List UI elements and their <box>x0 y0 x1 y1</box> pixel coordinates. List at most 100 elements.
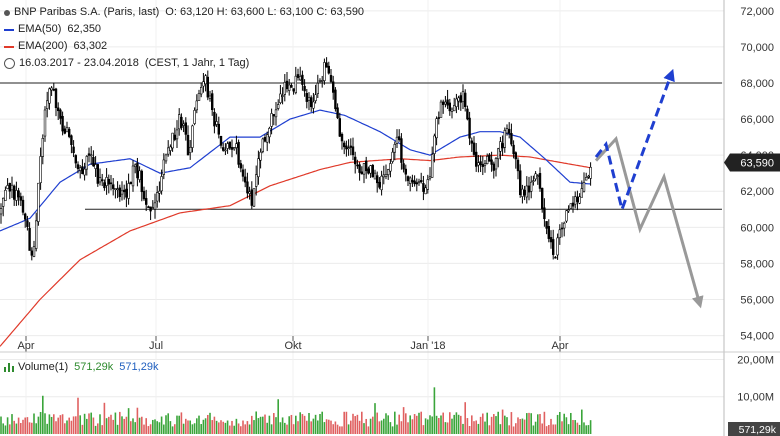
volume-bar <box>365 418 367 434</box>
candle-body <box>138 170 141 180</box>
volume-bar <box>288 416 290 434</box>
volume-bar <box>317 420 319 434</box>
candle-body <box>268 128 271 138</box>
candle-body <box>17 190 20 198</box>
candle-body <box>334 89 337 110</box>
candle-body <box>68 128 71 137</box>
volume-bar <box>539 413 541 434</box>
candle-body <box>230 147 234 150</box>
volume-bar <box>61 414 64 434</box>
volume-bar <box>497 411 499 434</box>
volume-bar <box>306 420 308 434</box>
candle-body <box>589 166 592 179</box>
volume-bar <box>466 418 469 434</box>
candle-body <box>562 222 566 229</box>
volume-bar <box>284 422 286 434</box>
candle-body <box>217 123 220 135</box>
x-tick-label: Apr <box>17 340 34 352</box>
y-tick-label: 66,000 <box>740 114 774 126</box>
candle-body <box>41 138 45 157</box>
candle-body <box>573 196 577 205</box>
candle-body <box>327 65 330 74</box>
volume-bar <box>103 402 106 434</box>
candle-body <box>314 94 317 102</box>
volume-bar <box>389 422 392 434</box>
volume-bar <box>433 387 436 434</box>
volume-bar <box>354 416 356 434</box>
volume-bar <box>178 415 180 434</box>
volume-bar <box>158 422 161 434</box>
y-tick-label: 72,000 <box>740 6 774 18</box>
candle-body <box>351 146 355 156</box>
candle-body <box>213 111 216 127</box>
volume-bar <box>523 419 526 434</box>
volume-bar <box>321 411 323 434</box>
candle-body <box>331 81 335 93</box>
volume-bar <box>94 425 97 434</box>
candle-body <box>197 93 201 101</box>
candle-body <box>10 184 14 191</box>
candle-body <box>415 182 418 185</box>
candle-body <box>479 161 482 166</box>
candle-body <box>455 98 458 107</box>
candle-body <box>336 107 339 119</box>
horizontal-levels <box>0 82 722 210</box>
volume-bar <box>589 420 592 434</box>
candle-icon <box>4 9 10 16</box>
candle-body <box>545 221 548 229</box>
volume-bar <box>171 426 174 434</box>
volume-bar <box>222 421 224 434</box>
candle-body <box>389 163 392 172</box>
candle-body <box>516 159 520 172</box>
volume-bar <box>121 416 123 434</box>
candle-body <box>270 113 273 127</box>
volume-bar <box>44 413 46 434</box>
volume-bar <box>367 426 370 434</box>
candle-body <box>287 84 291 91</box>
volume-bar <box>292 424 295 434</box>
candle-body <box>358 164 361 173</box>
candle-body <box>441 101 445 105</box>
candle-body <box>74 155 78 164</box>
volume-bar <box>486 412 488 434</box>
projection-arrows <box>594 68 704 309</box>
candle-body <box>565 210 568 222</box>
volume-bar <box>191 424 194 434</box>
volume-bar <box>130 421 132 434</box>
volume-bar <box>435 415 438 434</box>
candle-body <box>189 146 192 153</box>
candle-body <box>490 159 493 165</box>
candle-body <box>301 74 304 85</box>
candle-body <box>233 147 236 150</box>
volume-bar <box>510 412 513 434</box>
candle-body <box>364 160 368 172</box>
ema50-swatch <box>4 28 14 31</box>
candle-body <box>8 183 11 192</box>
volume-bar <box>413 414 416 434</box>
volume-bar <box>521 418 524 434</box>
candle-body <box>329 75 333 82</box>
volume-bar <box>449 412 451 434</box>
candle-body <box>312 101 315 109</box>
volume-bar <box>116 424 119 434</box>
volume-bar <box>193 423 196 434</box>
candle-body <box>261 138 264 152</box>
candle-body <box>279 93 282 103</box>
candle-body <box>450 108 454 112</box>
candle-body <box>175 129 179 140</box>
volume-bar <box>330 420 332 434</box>
volume-bar <box>581 409 583 434</box>
volume-bar <box>90 412 92 434</box>
candle-body <box>193 110 196 124</box>
candle-body <box>136 162 139 179</box>
volume-bar <box>6 417 9 434</box>
volume-bar <box>46 423 48 434</box>
candle-body <box>338 118 341 137</box>
volume-bar <box>477 423 480 434</box>
volume-bar <box>508 425 510 434</box>
candle-body <box>76 164 80 170</box>
candle-body <box>503 130 506 148</box>
volume-bar <box>409 415 411 434</box>
candle-body <box>224 149 227 152</box>
